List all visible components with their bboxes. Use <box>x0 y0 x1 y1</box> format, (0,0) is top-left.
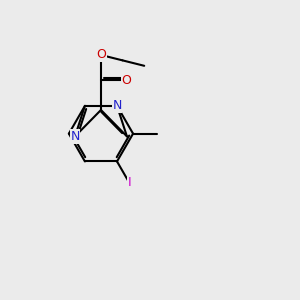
Text: I: I <box>128 176 131 189</box>
Text: N: N <box>112 99 122 112</box>
Text: O: O <box>96 49 106 62</box>
Text: N: N <box>70 130 80 143</box>
Text: O: O <box>121 74 131 87</box>
